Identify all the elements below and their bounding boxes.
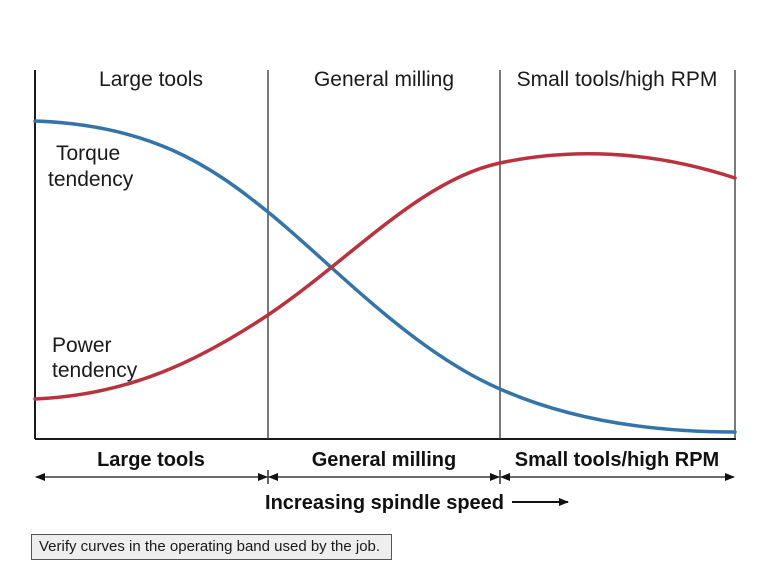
bottom-label-large-tools: Large tools [97, 449, 205, 471]
bottom-label-small-tools: Small tools/high RPM [515, 449, 719, 471]
top-label-small-tools: Small tools/high RPM [517, 68, 718, 91]
torque-curve [33, 119, 737, 434]
power-label-line1: Power [52, 334, 112, 357]
top-label-general-milling: General milling [314, 68, 454, 91]
torque-label-line1: Torque [56, 142, 120, 165]
power-curve [33, 152, 737, 401]
top-label-large-tools: Large tools [99, 68, 203, 91]
power-label-line2: tendency [52, 359, 138, 382]
spindle-speed-label: Increasing spindle speed [265, 492, 504, 514]
verification-note: Verify curves in the operating band used… [31, 534, 392, 560]
bottom-label-general-milling: General milling [312, 449, 456, 471]
torque-label-line2: tendency [48, 168, 134, 191]
